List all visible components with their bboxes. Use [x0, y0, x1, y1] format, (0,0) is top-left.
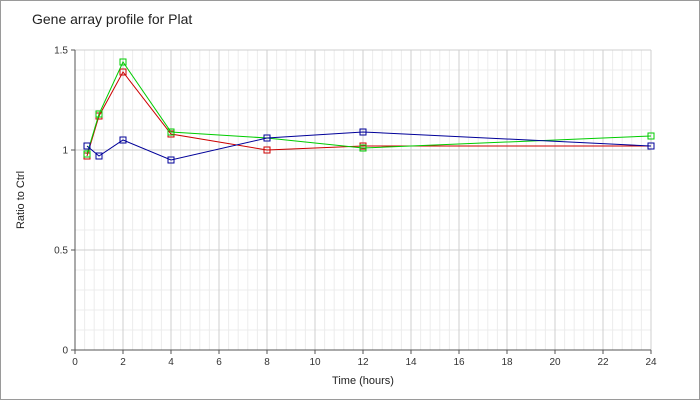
x-tick-label: 6: [216, 357, 222, 368]
data-point-marker: [119, 58, 127, 66]
series-line-2: [86, 60, 652, 155]
data-point-marker: [83, 150, 91, 158]
x-tick-label: 2: [120, 357, 126, 368]
data-point-marker: [167, 128, 175, 136]
x-axis-title: Time (hours): [332, 375, 394, 387]
x-tick-label: 10: [309, 357, 321, 368]
series-line-3: [86, 131, 652, 161]
chart-title: Gene array profile for Plat: [32, 11, 193, 27]
x-tick-label: 12: [357, 357, 369, 368]
x-tick-label: 22: [597, 357, 609, 368]
y-axis-title: Ratio to Ctrl: [15, 171, 27, 229]
data-point-marker: [263, 146, 271, 154]
x-tick-label: 4: [168, 357, 174, 368]
x-tick-label: 14: [405, 357, 417, 368]
series-line-1: [86, 71, 651, 157]
data-point-marker: [95, 110, 103, 118]
data-point-marker: [647, 132, 655, 140]
y-tick-label: 0: [62, 346, 68, 357]
data-point-marker: [167, 156, 175, 164]
data-point-marker: [83, 142, 91, 150]
x-tick-label: 8: [264, 357, 270, 368]
x-tick-label: 20: [549, 357, 561, 368]
data-point-marker: [359, 128, 367, 136]
y-tick-label: 1.5: [54, 46, 68, 57]
x-tick-label: 16: [453, 357, 465, 368]
x-tick-label: 24: [645, 357, 657, 368]
y-tick-label: 1: [62, 146, 68, 157]
data-point-marker: [359, 144, 367, 152]
data-point-marker: [119, 68, 127, 76]
data-point-marker: [647, 142, 655, 150]
data-point-marker: [95, 152, 103, 160]
x-tick-label: 0: [72, 357, 78, 368]
y-tick-label: 0.5: [54, 246, 68, 257]
data-point-marker: [119, 136, 127, 144]
x-tick-label: 18: [501, 357, 513, 368]
data-point-marker: [263, 134, 271, 142]
